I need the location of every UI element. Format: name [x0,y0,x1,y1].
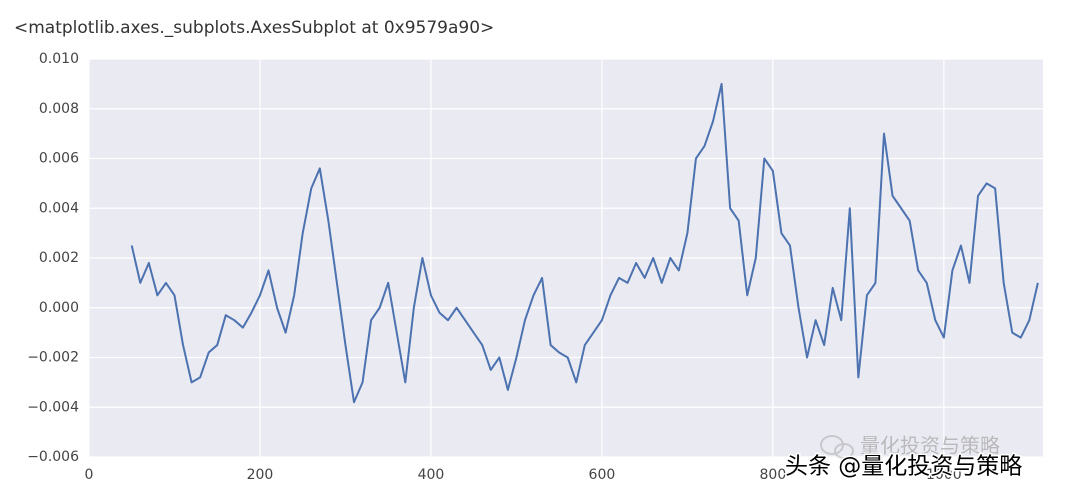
watermark-icon [820,435,854,459]
y-tick-label: 0.008 [39,101,79,117]
watermark-faded: 量化投资与策略 [860,434,1000,458]
x-tick-label: 200 [247,467,274,483]
y-tick-label: 0.004 [39,200,79,216]
y-tick-label: 0.002 [39,250,79,266]
x-tick-label: 0 [85,467,94,483]
x-tick-label: 400 [418,467,445,483]
watermark: 头条 @量化投资与策略 [785,454,1022,480]
y-tick-label: −0.004 [27,399,79,415]
x-tick-label: 600 [589,467,616,483]
y-tick-label: 0.006 [39,151,79,167]
y-tick-label: 0.000 [39,300,79,316]
y-tick-label: 0.010 [39,51,79,67]
data-line [130,82,1039,404]
y-tick-label: −0.006 [27,449,79,465]
y-tick-label: −0.002 [27,350,79,366]
x-tick-label: 1000 [926,467,962,483]
output-text: <matplotlib.axes._subplots.AxesSubplot a… [14,18,494,38]
x-tick-label: 800 [760,467,787,483]
